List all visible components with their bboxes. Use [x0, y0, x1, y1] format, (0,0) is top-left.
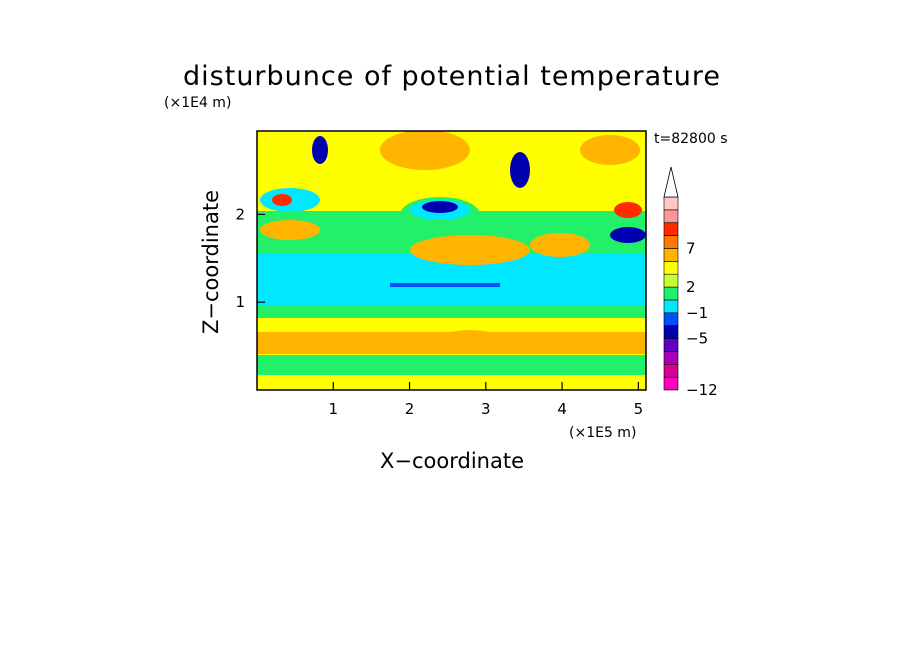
band-yellow-bottom	[257, 375, 646, 390]
lobe-orange-top	[380, 131, 470, 170]
band-cyan-upper	[257, 254, 646, 276]
colorbar: −12−5−127	[663, 166, 718, 399]
colorbar-swatch	[663, 261, 679, 275]
x-tick-label: 1	[329, 400, 339, 418]
lobe-orange-center	[410, 235, 530, 265]
colorbar-swatch	[663, 299, 679, 314]
x-tick-label: 3	[481, 400, 491, 418]
band-green-mid	[257, 306, 646, 320]
lobe-orange-top-right	[580, 135, 640, 165]
lobe-orange-lower-left	[260, 337, 340, 353]
colorbar-swatch	[663, 209, 679, 224]
band-cyan-main	[257, 272, 646, 312]
lobe-blue-right	[610, 227, 646, 243]
colorbar-swatch	[663, 196, 679, 211]
colorbar-label: −12	[686, 381, 718, 399]
chart-title: disturbunce of potential temperature	[183, 61, 721, 92]
colorbar-swatch	[663, 363, 679, 378]
x-tick-label: 2	[405, 400, 415, 418]
band-yellow-mid	[257, 318, 646, 334]
x-unit-label: (×1E5 m)	[569, 425, 636, 441]
band-green-low	[257, 355, 646, 377]
colorbar-swatch	[663, 273, 679, 288]
lobe-orange-lower-center	[440, 330, 500, 350]
colorbar-swatch	[663, 286, 679, 301]
colorbar-label: −5	[686, 330, 708, 348]
colorbar-swatch	[663, 351, 679, 365]
y-tick-label: 2	[235, 205, 245, 223]
colorbar-swatch	[663, 376, 679, 391]
lobe-blue-center	[422, 201, 458, 213]
lobe-red-left	[272, 194, 292, 206]
colorbar-label: 2	[686, 278, 696, 296]
y-unit-label: (×1E4 m)	[164, 95, 231, 111]
colorbar-swatch	[663, 222, 679, 236]
plot-frame	[256, 130, 647, 391]
x-tick-label: 5	[634, 400, 644, 418]
y-tick-label: 1	[235, 293, 245, 311]
colorbar-swatch	[663, 248, 679, 262]
x-axis-ticks: 1 2 3 4 5	[329, 382, 644, 418]
colorbar-label: −1	[686, 304, 708, 322]
lobe-blue-topleft	[312, 136, 328, 164]
colorbar-extend-arrow	[663, 166, 679, 198]
streak-blue-level	[390, 283, 500, 287]
y-axis-ticks: 12	[235, 205, 265, 311]
colorbar-label: 7	[686, 239, 696, 257]
lobe-orange-left	[260, 220, 320, 240]
lobe-blue-topcenter	[510, 152, 530, 188]
colorbar-swatch	[663, 325, 679, 339]
x-tick-label: 4	[557, 400, 567, 418]
colorbar-swatch	[663, 235, 679, 249]
contour-field	[257, 131, 646, 390]
y-axis-label: Z−coordinate	[199, 190, 223, 334]
lobe-red-right	[614, 202, 642, 218]
x-axis-label: X−coordinate	[380, 449, 524, 473]
lobe-orange-lower-right	[560, 332, 640, 348]
colorbar-swatch	[663, 338, 679, 352]
lobe-orange-rightmid	[530, 233, 590, 257]
time-label: t=82800 s	[654, 131, 728, 147]
colorbar-swatch	[663, 312, 679, 326]
